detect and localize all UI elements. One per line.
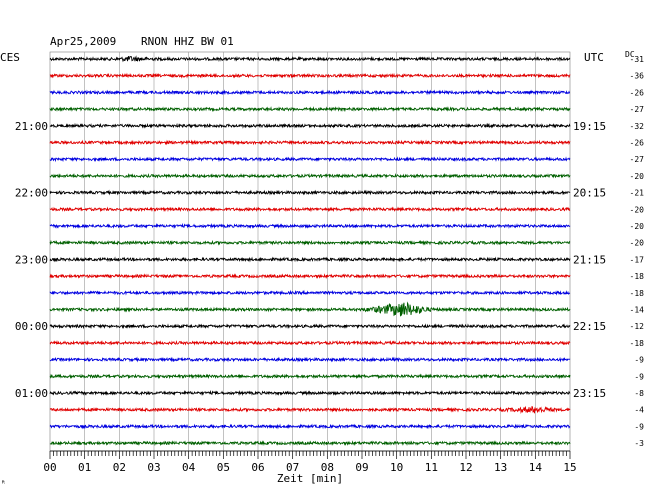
trace-10 <box>49 222 571 229</box>
trace-8 <box>49 189 571 196</box>
plot-frame <box>49 51 571 452</box>
station-label: RNON HHZ BW 01 <box>141 35 234 48</box>
right-time-label: 23:15 <box>573 387 606 400</box>
trace-3 <box>49 106 571 113</box>
dc-value: -4 <box>634 406 644 415</box>
trace-14 <box>49 289 571 296</box>
left-time-label: 23:00 <box>15 253 48 266</box>
dc-value: -36 <box>630 72 645 81</box>
trace-5 <box>49 139 571 146</box>
dc-value: -21 <box>630 189 645 198</box>
dc-value: -32 <box>630 122 645 131</box>
trace-20 <box>49 389 571 396</box>
dc-value: -20 <box>630 222 645 231</box>
dc-value: -31 <box>630 55 645 64</box>
trace-11 <box>49 239 571 246</box>
dc-value: -27 <box>630 155 645 164</box>
trace-4 <box>49 122 571 129</box>
dc-value: -18 <box>630 339 645 348</box>
dc-value: -26 <box>630 88 645 97</box>
trace-0 <box>49 55 571 63</box>
dc-value: -9 <box>634 422 644 431</box>
trace-19 <box>49 373 571 380</box>
dc-value: -20 <box>630 172 645 181</box>
corner-mark: ᴿ <box>1 479 6 488</box>
trace-1 <box>49 72 571 79</box>
date-label: Apr25,2009 <box>50 35 116 48</box>
right-timezone-label: UTC <box>584 51 604 64</box>
dc-value: -17 <box>630 255 645 264</box>
left-time-label: 22:00 <box>15 187 48 200</box>
dc-value: -27 <box>630 105 645 114</box>
trace-6 <box>49 156 571 163</box>
trace-18 <box>49 356 571 363</box>
x-tick-label: 14 <box>529 461 543 474</box>
trace-12 <box>49 256 571 263</box>
x-axis-title: Zeit [min] <box>277 472 343 485</box>
dc-value: -9 <box>634 356 644 365</box>
trace-23 <box>49 440 571 447</box>
right-time-label: 22:15 <box>573 320 606 333</box>
x-tick-label: 01 <box>78 461 91 474</box>
trace-7 <box>49 172 571 179</box>
dc-value: -3 <box>634 439 644 448</box>
trace-22 <box>49 423 571 430</box>
left-time-label: 01:00 <box>15 387 48 400</box>
dc-value: -20 <box>630 239 645 248</box>
dc-value: -20 <box>630 205 645 214</box>
left-time-label: 00:00 <box>15 320 48 333</box>
x-axis: 00 01 02 03 04 05 06 07 08 09 10 11 12 13 14 15 <box>43 450 577 474</box>
left-time-label: 21:00 <box>15 120 48 133</box>
trace-15 <box>49 301 571 317</box>
traces-layer <box>49 55 571 447</box>
x-tick-label: 09 <box>355 461 368 474</box>
x-tick-label: 13 <box>494 461 507 474</box>
trace-21 <box>49 405 571 414</box>
dc-header-label: DC <box>625 50 635 59</box>
x-tick-label: 05 <box>217 461 230 474</box>
left-timezone-label: CES <box>0 51 20 64</box>
dc-value: -12 <box>630 322 645 331</box>
x-tick-label: 04 <box>182 461 196 474</box>
grid-layer <box>49 51 571 452</box>
dc-value: -8 <box>634 389 644 398</box>
x-tick-label: 10 <box>390 461 403 474</box>
dc-value: -18 <box>630 272 645 281</box>
right-time-label: 20:15 <box>573 187 606 200</box>
x-tick-label: 02 <box>113 461 126 474</box>
row-labels-layer: 21:00 22:00 23:00 00:00 01:00 19:15 20:15 21:15… <box>15 55 644 448</box>
x-tick-label: 07 <box>286 461 299 474</box>
dc-value: -26 <box>630 139 645 148</box>
x-tick-label: 00 <box>43 461 56 474</box>
trace-9 <box>49 206 571 213</box>
x-tick-label: 11 <box>425 461 438 474</box>
trace-16 <box>49 323 571 330</box>
trace-2 <box>49 89 571 96</box>
dc-value: -9 <box>634 372 644 381</box>
trace-13 <box>49 273 571 280</box>
right-time-label: 19:15 <box>573 120 606 133</box>
x-tick-label: 12 <box>459 461 472 474</box>
dc-value: -18 <box>630 289 645 298</box>
x-tick-label: 06 <box>251 461 264 474</box>
x-tick-label: 03 <box>147 461 160 474</box>
dc-value: -14 <box>630 306 645 315</box>
x-tick-label: 15 <box>563 461 576 474</box>
x-tick-label: 08 <box>321 461 334 474</box>
trace-17 <box>49 339 571 346</box>
right-time-label: 21:15 <box>573 253 606 266</box>
